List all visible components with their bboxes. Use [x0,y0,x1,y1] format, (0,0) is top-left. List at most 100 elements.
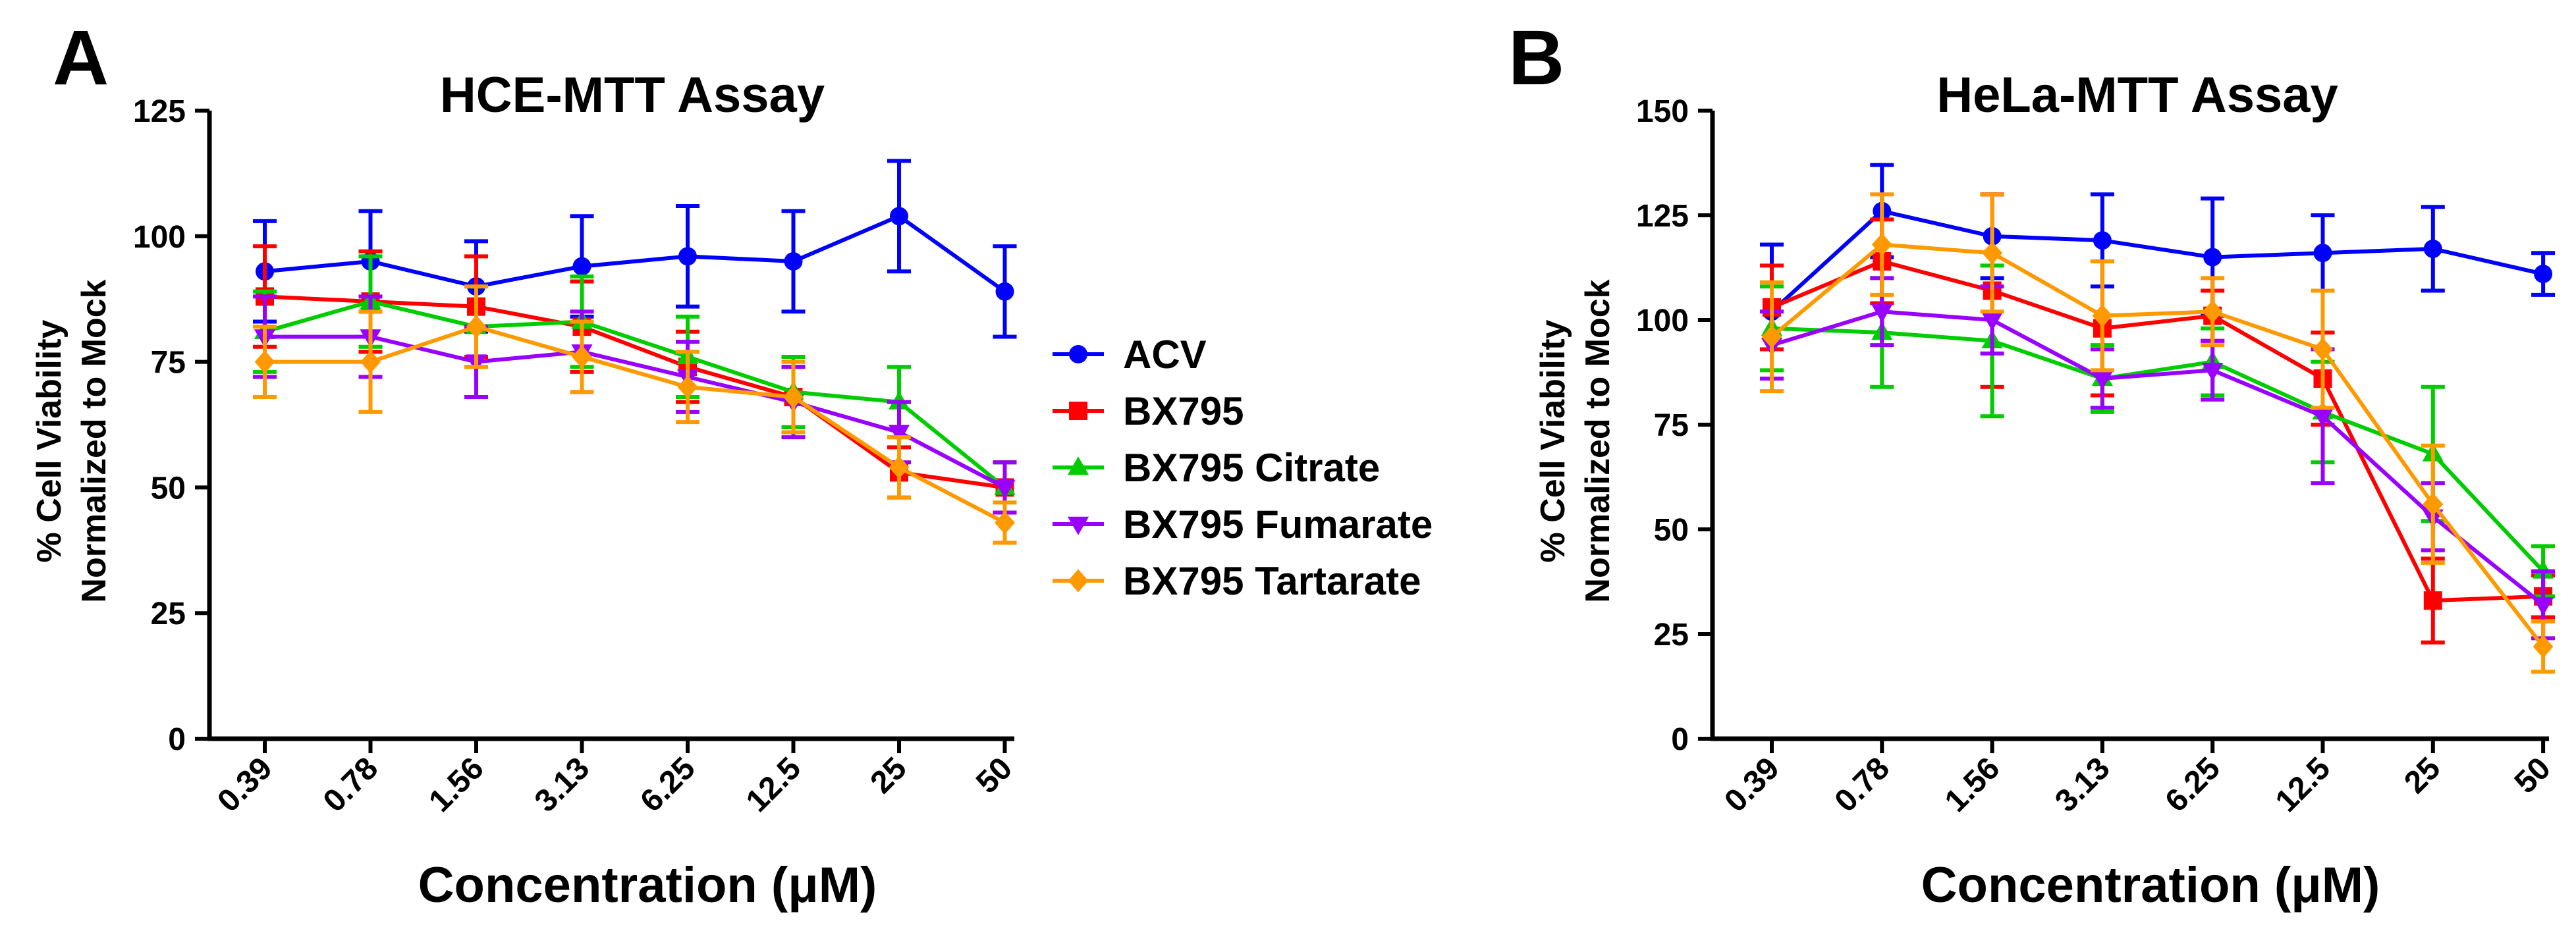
panel-b-x-tick-label: 3.13 [2048,751,2117,819]
series-line [1770,259,2544,603]
legend-label: ACV [1123,332,1207,377]
panel-a-y-tick-label: 25 [151,597,186,631]
panel-a-y-tick-label: 75 [151,346,186,381]
data-point [784,252,803,271]
panel-a-x-tick-label: 50 [970,751,1019,800]
data-point [2312,409,2334,428]
data-point [678,247,697,266]
panel-b-x-tick-label: 50 [2508,751,2558,800]
data-point [995,282,1014,301]
panel-b-y-tick-label: 75 [1654,408,1689,443]
panel-a-y-axis-label-line2: Normalized to Mock [75,279,113,602]
series-line [1770,242,2545,648]
data-point [994,480,1016,499]
series-line [1770,209,2544,313]
panel-a-title: HCE-MTT Assay [440,67,825,123]
legend-label: BX795 Citrate [1123,446,1380,490]
panel-a-x-tick-label: 0.39 [211,751,279,819]
data-point [2092,304,2113,328]
legend-marker [1069,345,1087,363]
series-line [264,300,1006,489]
panel-b-y-tick-label: 50 [1654,513,1689,548]
panel-b-x-tick-label: 0.39 [1718,751,1786,819]
data-point [572,257,591,276]
data-point [2313,338,2333,361]
series-line [264,214,1006,294]
data-point [2313,244,2332,263]
data-point [1871,233,1892,257]
series-line [264,294,1005,490]
panel-a-y-tick-label: 50 [151,471,186,506]
panel-b-x-axis-label: Concentration (μM) [1921,857,2380,913]
legend-label: BX795 [1123,389,1244,433]
data-point [890,207,908,226]
legend-entry-bx795-citrate: BX795 Citrate [1053,446,1380,490]
panel-b-y-tick-label: 0 [1671,722,1689,757]
legend-marker [1067,516,1089,535]
data-point [2093,231,2112,250]
panel-b-y-tick-label: 125 [1636,199,1689,234]
panel-b-x-tick-label: 6.25 [2158,751,2227,819]
panel-b-x-tick-label: 25 [2398,751,2447,800]
data-point [572,345,592,369]
panel-a-x-tick-label: 1.56 [422,751,491,819]
panel-b-y-tick-label: 150 [1636,94,1689,129]
panel-a-y-tick-label: 100 [133,220,186,255]
data-point [2423,591,2442,610]
data-point [360,350,381,374]
legend-label: BX795 Tartarate [1123,559,1421,603]
legend-label: BX795 Fumarate [1123,502,1433,546]
panel-b-y-axis-label-line2: Normalized to Mock [1579,279,1617,602]
data-point [995,511,1015,535]
panel-a-x-tick-label: 3.13 [528,751,597,819]
panel-a-x-axis-label: Concentration (μM) [418,857,877,913]
legend-entry-acv: ACV [1053,332,1207,377]
legend-marker [1069,402,1087,420]
data-point [889,456,910,479]
panel-b-y-tick-label: 100 [1636,304,1689,338]
panel-a-y-axis-label-line1: % Cell Viability [30,319,69,562]
panel-b-title: HeLa-MTT Assay [1936,67,2338,123]
data-point [1981,312,2003,331]
series-line [265,325,1006,525]
legend-entry-bx795-tartarate: BX795 Tartarate [1053,559,1421,603]
panel-b-series-bx795 [1760,192,2556,645]
legend: ACV BX795 BX795 Citrate BX795 Fumarate BX795… [1053,332,1433,603]
series-line [265,334,1006,490]
panel-a-x-tick-label: 6.25 [634,751,702,819]
data-point [2423,492,2444,516]
panel-a-chart: A HCE-MTT Assay % Cell Viability Normali… [30,14,1019,913]
series-line [1771,326,2545,573]
data-point [2423,239,2442,258]
panel-a-y-tick-label: 125 [133,94,186,129]
data-point [1761,325,1782,348]
legend-entry-bx795: BX795 [1053,389,1244,433]
panel-b-x-tick-label: 0.78 [1828,751,1897,819]
data-point [254,350,275,374]
data-point [677,375,698,399]
data-point [2533,635,2554,658]
legend-marker [1068,569,1089,593]
panel-b-y-axis-label-line1: % Cell Viability [1534,319,1572,562]
data-point [466,315,487,338]
panel-a-x-tick-label: 25 [864,751,914,800]
panel-b-x-tick-label: 12.5 [2269,751,2338,819]
panel-b-y-tick-label: 25 [1654,618,1689,652]
data-point [1871,304,1893,323]
data-point [2203,248,2222,267]
panel-a-y-tick-label: 0 [168,722,186,757]
panel-b-chart: B HeLa-MTT Assay % Cell Viability Normal… [1508,14,2558,913]
data-point [2202,300,2223,323]
panel-b-letter: B [1508,14,1564,101]
panel-b-series-bx795-tartarate [1760,192,2556,674]
panel-a-letter: A [53,14,109,101]
legend-entry-bx795-fumarate: BX795 Fumarate [1053,502,1433,546]
panel-a-x-tick-label: 12.5 [740,751,808,819]
data-point [2533,597,2554,616]
data-point [2202,363,2224,382]
series-line [1771,309,2544,606]
data-point [783,385,804,409]
panel-b-x-tick-label: 1.56 [1938,751,2007,819]
panel-a-x-tick-label: 0.78 [317,751,385,819]
